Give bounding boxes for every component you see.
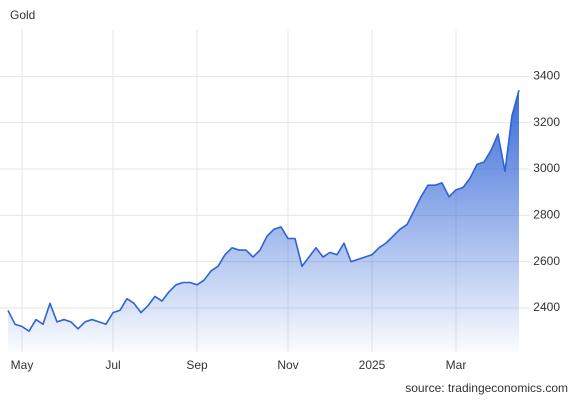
- x-tick-label: Sep: [186, 358, 208, 372]
- x-tick-label: Jul: [105, 358, 120, 372]
- y-tick-label: 2800: [533, 207, 560, 221]
- chart-title: Gold: [10, 8, 35, 22]
- y-tick-label: 3000: [533, 161, 560, 175]
- area: [8, 90, 519, 352]
- x-tick-label: 2025: [359, 358, 386, 372]
- y-tick-label: 3200: [533, 115, 560, 129]
- x-tick-label: May: [11, 358, 34, 372]
- line: [7, 90, 520, 332]
- x-tick-label: Nov: [277, 358, 298, 372]
- y-tick-label: 2400: [533, 300, 560, 314]
- source: source: tradingeconomics.com: [405, 381, 568, 395]
- x-tick-label: Mar: [446, 358, 467, 372]
- y-tick-label: 2600: [533, 254, 560, 268]
- y-tick-label: 3400: [533, 69, 560, 83]
